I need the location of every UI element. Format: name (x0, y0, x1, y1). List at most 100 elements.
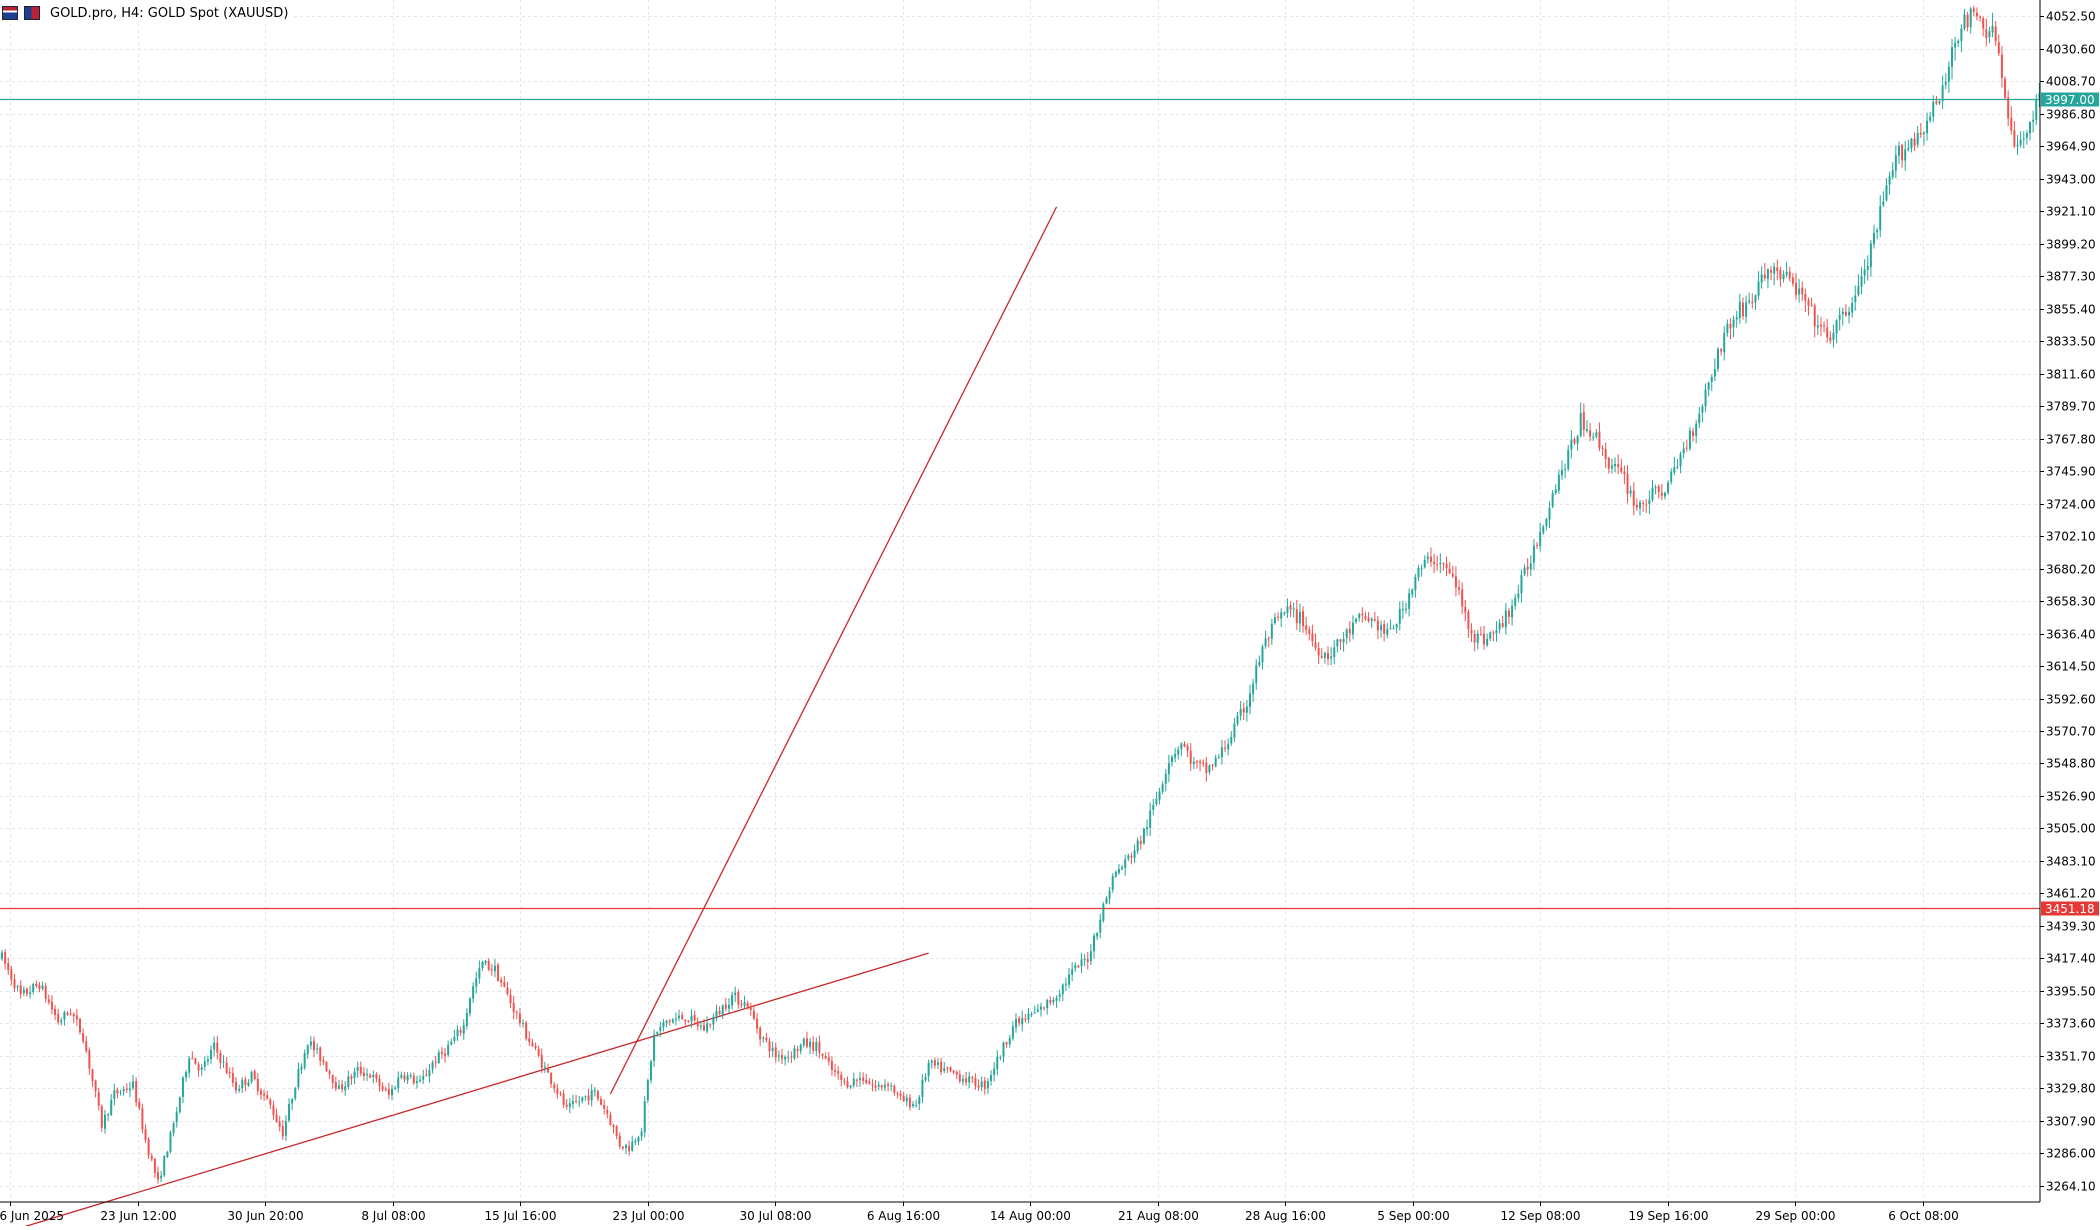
candle (213, 1036, 216, 1057)
candle (921, 1074, 924, 1104)
candle (1632, 482, 1635, 516)
y-tick-label: 3943.00 (2046, 173, 2096, 187)
y-tick-label: 3877.30 (2046, 270, 2096, 284)
candle (699, 1020, 702, 1031)
candle-body (678, 1015, 681, 1019)
candle-body (1373, 619, 1376, 621)
candle (1707, 381, 1710, 397)
candle (887, 1081, 890, 1092)
candle (128, 1081, 131, 1098)
candle-body (1816, 325, 1819, 328)
y-tick-label: 3921.10 (2046, 205, 2096, 219)
candle (1136, 837, 1139, 855)
candle-body (1557, 474, 1560, 491)
candle (1005, 1041, 1008, 1049)
candle-body (1124, 859, 1127, 868)
candle (138, 1098, 141, 1111)
candle-body (737, 991, 740, 1005)
candle (119, 1089, 122, 1096)
candle-body (1152, 804, 1155, 810)
x-tick-label: 14 Aug 00:00 (990, 1209, 1071, 1223)
candle (1121, 865, 1124, 871)
y-tick-label: 3329.80 (2046, 1082, 2096, 1096)
candle (1935, 95, 1938, 106)
candle (2019, 131, 2022, 148)
candle-body (1885, 185, 1888, 201)
candle-body (1857, 285, 1860, 295)
candle (1149, 802, 1152, 837)
candle (1982, 16, 1985, 37)
x-tick-label: 21 Aug 08:00 (1118, 1209, 1199, 1223)
candle-body (1071, 969, 1074, 975)
candle (1545, 517, 1548, 531)
candle-body (634, 1140, 637, 1143)
candle-body (1901, 144, 1904, 161)
candle-body (1498, 623, 1501, 630)
candle-body (194, 1058, 197, 1065)
candle (1461, 582, 1464, 615)
candle-body (849, 1085, 852, 1088)
candle-body (709, 1024, 712, 1026)
candle-body (322, 1060, 325, 1063)
candle (1910, 137, 1913, 153)
candle (153, 1157, 156, 1178)
candle-body (469, 998, 471, 1014)
candle-body (1314, 642, 1317, 648)
candle (216, 1035, 219, 1060)
candle (391, 1084, 393, 1100)
candle-body (1249, 693, 1251, 707)
candle-body (1005, 1042, 1008, 1045)
candle-body (512, 1002, 515, 1013)
candle-body (1036, 1009, 1039, 1012)
candle-body (238, 1088, 241, 1091)
candle (13, 973, 16, 993)
candle-body (1127, 855, 1130, 859)
candle (309, 1036, 312, 1050)
candle (905, 1094, 908, 1107)
candle (693, 1010, 696, 1025)
candle (38, 982, 41, 993)
candle (1926, 112, 1929, 141)
candle-body (1536, 544, 1539, 546)
candle (1124, 854, 1127, 876)
candle-body (1876, 230, 1879, 233)
candle-body (1929, 116, 1932, 121)
candle (1492, 630, 1495, 642)
candle (1414, 573, 1417, 598)
price-axis[interactable]: 4052.50 4030.60 4008.70 3986.80 3964.90 3943.… (2040, 10, 2096, 1194)
candle (1763, 262, 1766, 281)
candle (1096, 931, 1099, 940)
candle (328, 1069, 331, 1079)
candle-body (974, 1077, 977, 1086)
current-bid-label-bg (2041, 92, 2099, 107)
candle (303, 1049, 306, 1070)
candle-body (1398, 608, 1401, 624)
candle-body (946, 1067, 949, 1069)
candle (247, 1079, 250, 1087)
candle (1523, 564, 1526, 577)
candle-body (1589, 430, 1592, 437)
menu-flag-icon[interactable] (2, 6, 18, 20)
candle (1648, 490, 1651, 515)
candle (172, 1121, 175, 1137)
candle-body (375, 1074, 378, 1079)
candle (2032, 110, 2035, 133)
candle (1897, 141, 1900, 164)
candle (715, 1004, 718, 1022)
candle (1355, 617, 1358, 624)
candle (1670, 468, 1673, 485)
candle-body (397, 1077, 400, 1089)
time-axis[interactable]: 16 Jun 2025 23 Jun 12:00 30 Jun 20:00 8 Jul… (0, 1202, 1959, 1223)
candle (1960, 24, 1963, 53)
candle-body (63, 1012, 66, 1020)
candle (1869, 239, 1872, 278)
candle (1015, 1013, 1017, 1033)
candle-body (1542, 526, 1545, 533)
candle-body (400, 1074, 403, 1078)
candle-body (606, 1109, 609, 1114)
candle-body (1866, 265, 1869, 270)
candle-body (865, 1079, 868, 1083)
candle (1879, 195, 1882, 238)
